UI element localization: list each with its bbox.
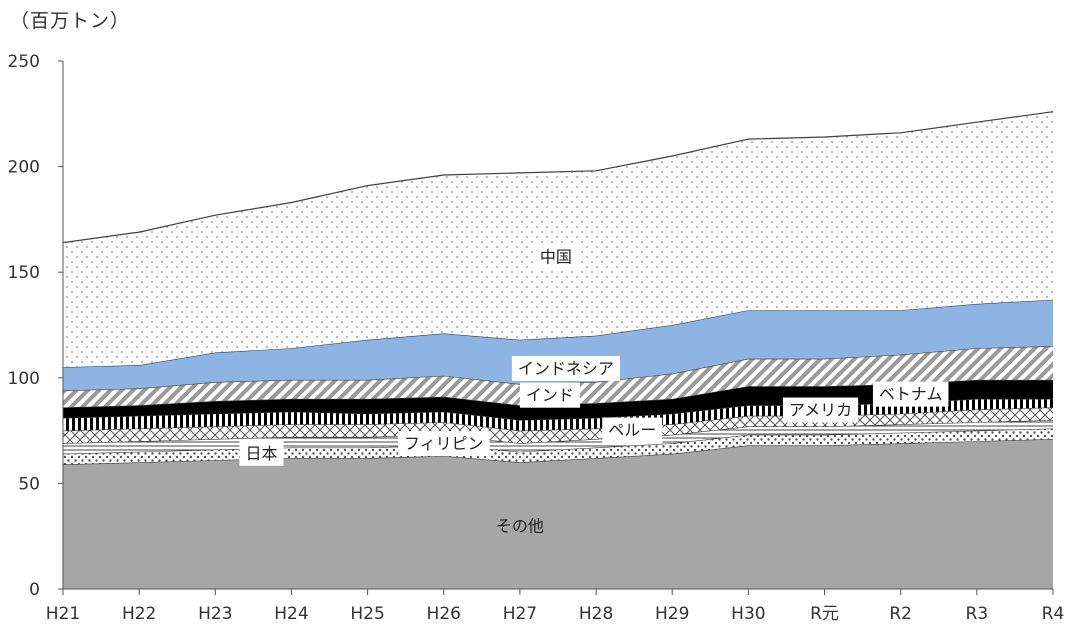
y-tick-label: 50 (18, 474, 40, 494)
x-tick-label: H22 (122, 604, 156, 624)
series-label---4: アメリカ (782, 397, 859, 423)
series-label---2: フィリピン (397, 431, 490, 457)
area-edge-8 (62, 111, 1054, 244)
y-tick-label: 100 (8, 369, 40, 389)
series-label-bg (602, 417, 663, 443)
series-label-text: インドネシア (518, 359, 614, 378)
area-series-5 (63, 379, 1053, 420)
x-tick-label: R元 (810, 604, 839, 624)
y-axis-unit-label: （百万トン） (10, 10, 131, 32)
series-label---5: ベトナム (872, 381, 949, 407)
area-series-2 (63, 420, 1053, 454)
area-series-0 (63, 439, 1053, 589)
series-label---6: インド (519, 382, 580, 408)
x-tick-label: R4 (1042, 604, 1065, 624)
area-series-6 (63, 346, 1053, 408)
series-label-text: ペルー (608, 421, 656, 440)
series-label-text: アメリカ (789, 401, 852, 420)
series-label-bg (519, 382, 580, 408)
x-tick-label: H28 (579, 604, 613, 624)
area-series-7 (63, 299, 1053, 391)
x-tick-label: H21 (46, 604, 80, 624)
x-tick-label: R3 (966, 604, 989, 624)
area-series-8 (63, 111, 1053, 368)
series-label---1: 日本 (239, 440, 284, 466)
series-label-bg (239, 440, 284, 466)
y-tick-label: 0 (29, 580, 40, 600)
series-label-text: 日本 (245, 444, 277, 463)
x-tick-label: H30 (731, 604, 765, 624)
series-label-bg (872, 381, 949, 407)
series-label---8: 中国 (533, 244, 578, 270)
y-tick-label: 200 (8, 158, 40, 178)
series-label-text: 中国 (540, 247, 572, 266)
series-label---7: インドネシア (511, 355, 620, 381)
series-label-bg (533, 244, 578, 270)
x-tick-label: R2 (889, 604, 912, 624)
x-tick-label: H25 (350, 604, 384, 624)
x-tick-label: H29 (655, 604, 689, 624)
x-tick-label: H24 (274, 604, 308, 624)
y-tick-label: 250 (8, 52, 40, 72)
series-label-text: ベトナム (879, 385, 943, 404)
series-label-bg (782, 397, 859, 423)
series-label-bg (397, 431, 490, 457)
series-label-text: フィリピン (404, 434, 484, 453)
x-tick-label: H23 (198, 604, 232, 624)
area-series-1 (63, 428, 1053, 465)
series-label-text: インド (526, 386, 574, 405)
series-label-bg (511, 355, 620, 381)
series-label-text: その他 (496, 517, 544, 536)
series-label---3: ペルー (602, 417, 663, 443)
series-label---0: その他 (496, 517, 544, 536)
x-tick-label: H27 (503, 604, 537, 624)
x-tick-label: H26 (427, 604, 461, 624)
y-tick-label: 150 (8, 263, 40, 283)
